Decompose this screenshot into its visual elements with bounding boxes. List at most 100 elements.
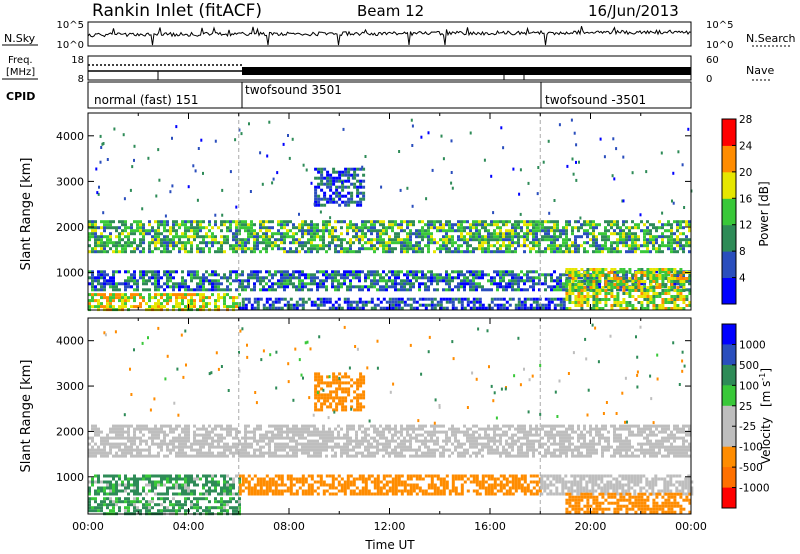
power-echo-cell [514, 220, 517, 224]
velocity-echo-cell [91, 424, 94, 428]
power-echo-cell [244, 247, 247, 251]
power-echo-cell [211, 285, 214, 289]
power-echo-cell [526, 276, 529, 280]
power-echo-cell [478, 241, 481, 245]
velocity-echo-cell [124, 424, 127, 428]
velocity-echo-cell [160, 424, 163, 428]
power-scatter-cell [235, 205, 238, 209]
power-echo-cell [166, 235, 169, 239]
power-echo-cell [100, 288, 103, 292]
power-echo-cell [484, 306, 488, 310]
power-echo-cell [397, 226, 400, 230]
power-echo-cell [442, 288, 445, 292]
power-echo-cell [283, 303, 287, 307]
power-echo-cell [646, 238, 649, 242]
power-echo-cell [481, 285, 484, 289]
power-echo-cell [359, 197, 363, 201]
power-echo-cell [298, 223, 301, 227]
power-echo-cell [640, 274, 644, 277]
power-echo-cell [580, 292, 584, 295]
power-echo-cell [565, 235, 568, 239]
power-echo-cell [335, 200, 339, 204]
velocity-echo-cell [376, 427, 379, 431]
power-echo-cell [301, 270, 304, 274]
velocity-echo-cell [499, 433, 502, 437]
power-echo-cell [178, 223, 181, 227]
power-echo-cell [664, 229, 667, 233]
power-echo-cell [409, 223, 412, 227]
power-echo-cell [427, 270, 430, 274]
power-echo-cell [613, 270, 616, 274]
power-echo-cell [301, 297, 305, 301]
power-echo-cell [673, 274, 677, 277]
power-echo-cell [511, 273, 514, 277]
velocity-echo-cell [337, 424, 340, 428]
velocity-echo-cell [121, 448, 124, 452]
velocity-echo-cell [394, 424, 397, 428]
power-echo-cell [424, 244, 427, 248]
power-echo-cell [121, 302, 124, 306]
power-echo-cell [313, 226, 316, 230]
power-echo-cell [343, 282, 346, 286]
power-echo-cell [580, 283, 584, 286]
power-echo-cell [427, 229, 430, 233]
power-echo-cell [688, 250, 691, 254]
velocity-echo-cell [364, 430, 367, 434]
power-echo-cell [481, 303, 485, 307]
velocity-echo-cell [526, 430, 529, 434]
power-scatter-cell [97, 192, 100, 196]
power-echo-cell [193, 276, 196, 280]
power-echo-cell [331, 285, 334, 289]
power-echo-cell [553, 297, 557, 301]
power-echo-cell [652, 292, 656, 295]
power-echo-cell [148, 299, 151, 303]
power-echo-cell [181, 296, 184, 300]
velocity-echo-cell [553, 424, 556, 428]
power-echo-cell [538, 244, 541, 248]
power-echo-cell [322, 220, 325, 224]
power-echo-cell [628, 238, 631, 242]
power-echo-cell [535, 303, 539, 307]
power-echo-cell [421, 232, 424, 236]
velocity-echo-cell [352, 427, 355, 431]
nsearch-tick-top: 10^5 [706, 20, 733, 31]
power-echo-cell [403, 300, 407, 304]
power-echo-cell [532, 306, 536, 310]
power-echo-cell [610, 295, 614, 298]
power-echo-cell [421, 238, 424, 242]
power-echo-cell [499, 273, 502, 277]
power-echo-cell [247, 226, 250, 230]
power-echo-cell [364, 300, 368, 304]
power-echo-cell [334, 247, 337, 251]
power-colorbar-tick-label: 20 [739, 167, 752, 179]
power-echo-cell [478, 235, 481, 239]
power-echo-cell [199, 299, 202, 303]
velocity-echo-cell [565, 433, 568, 437]
power-echo-cell [97, 270, 100, 274]
velocity-echo-cell [382, 430, 385, 434]
power-echo-cell [385, 241, 388, 245]
velocity-echo-cell [118, 445, 121, 449]
velocity-echo-cell [184, 433, 187, 437]
power-echo-cell [317, 194, 321, 198]
power-echo-cell [142, 282, 145, 286]
power-echo-cell [646, 226, 649, 230]
power-echo-cell [292, 232, 295, 236]
power-echo-cell [403, 273, 406, 277]
power-echo-cell [350, 194, 354, 198]
velocity-echo-cell [337, 442, 340, 446]
power-echo-cell [505, 288, 508, 292]
power-echo-cell [332, 167, 336, 171]
power-echo-cell [136, 223, 139, 227]
velocity-echo-cell [523, 433, 526, 437]
power-echo-cell [595, 235, 598, 239]
power-echo-cell [172, 276, 175, 280]
power-echo-cell [631, 232, 634, 236]
velocity-echo-cell [109, 442, 112, 446]
velocity-echo-cell [562, 439, 565, 443]
power-scatter-cell [266, 154, 269, 158]
velocity-echo-cell [514, 454, 517, 458]
velocity-echo-cell [415, 439, 418, 443]
power-echo-cell [580, 276, 583, 280]
velocity-echo-cell [154, 442, 157, 446]
